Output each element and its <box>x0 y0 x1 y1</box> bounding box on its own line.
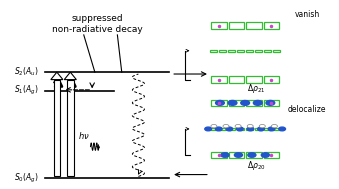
Bar <box>211 22 227 29</box>
Circle shape <box>211 125 217 128</box>
Bar <box>264 100 279 106</box>
Text: $\Delta\rho_{21}$: $\Delta\rho_{21}$ <box>247 82 265 95</box>
Polygon shape <box>51 72 63 80</box>
Text: delocalize: delocalize <box>288 105 326 114</box>
Circle shape <box>266 101 275 105</box>
Bar <box>237 128 244 130</box>
Circle shape <box>234 153 242 157</box>
Bar <box>246 152 262 158</box>
Bar <box>264 128 272 130</box>
Bar <box>229 22 244 29</box>
Bar <box>229 100 244 106</box>
Circle shape <box>247 125 253 128</box>
Circle shape <box>247 127 254 131</box>
Text: $\mathit{S}_2(A_u)$: $\mathit{S}_2(A_u)$ <box>14 66 38 78</box>
Bar <box>229 76 244 83</box>
Bar <box>219 50 226 52</box>
Circle shape <box>259 125 265 128</box>
Circle shape <box>215 127 222 131</box>
Circle shape <box>279 127 285 131</box>
Bar <box>219 128 226 130</box>
Bar <box>228 50 235 52</box>
Bar <box>246 22 262 29</box>
Bar <box>211 100 227 106</box>
Bar <box>273 128 280 130</box>
Bar <box>264 22 279 29</box>
Bar <box>246 100 262 106</box>
Text: $\Delta\rho_{20}$: $\Delta\rho_{20}$ <box>247 159 265 172</box>
Circle shape <box>228 101 237 105</box>
Bar <box>246 76 262 83</box>
Circle shape <box>272 125 277 128</box>
Circle shape <box>248 153 256 157</box>
Text: vanish: vanish <box>295 10 320 19</box>
Circle shape <box>226 127 233 131</box>
Polygon shape <box>54 80 60 177</box>
Circle shape <box>241 101 250 105</box>
Circle shape <box>221 153 229 157</box>
Bar <box>210 50 217 52</box>
Bar <box>237 50 244 52</box>
Bar <box>264 76 279 83</box>
Circle shape <box>223 125 229 128</box>
Bar <box>255 50 262 52</box>
Circle shape <box>261 153 270 157</box>
Circle shape <box>216 101 224 105</box>
Bar <box>273 50 280 52</box>
Circle shape <box>268 127 275 131</box>
Circle shape <box>258 127 264 131</box>
Bar <box>210 128 217 130</box>
Polygon shape <box>64 72 76 80</box>
Bar <box>229 152 244 158</box>
Bar <box>264 152 279 158</box>
Bar <box>211 76 227 83</box>
Circle shape <box>253 101 262 105</box>
Text: $\mathit{S}_0(A_g)$: $\mathit{S}_0(A_g)$ <box>14 172 38 185</box>
Text: $\mathit{S}_1(A_g)$: $\mathit{S}_1(A_g)$ <box>14 84 38 97</box>
Bar <box>255 128 262 130</box>
Text: suppressed
non-radiative decay: suppressed non-radiative decay <box>52 14 143 34</box>
Polygon shape <box>67 80 74 177</box>
Bar <box>211 152 227 158</box>
Bar <box>264 50 272 52</box>
Bar <box>228 128 235 130</box>
Bar <box>246 50 253 52</box>
Bar <box>246 128 253 130</box>
Circle shape <box>235 125 241 128</box>
Text: $h\nu$: $h\nu$ <box>78 130 89 141</box>
Circle shape <box>205 127 212 131</box>
Circle shape <box>237 127 243 131</box>
